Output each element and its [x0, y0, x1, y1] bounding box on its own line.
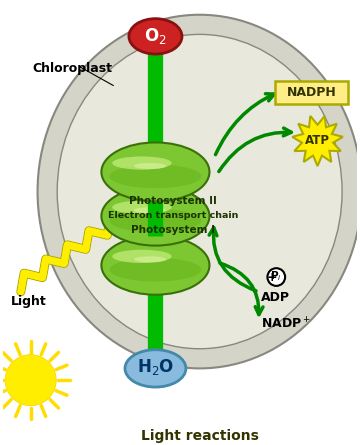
Ellipse shape — [109, 209, 201, 232]
Ellipse shape — [109, 165, 201, 188]
Text: NADPH: NADPH — [287, 86, 337, 99]
Text: ADP: ADP — [261, 291, 289, 304]
Polygon shape — [292, 116, 343, 166]
Ellipse shape — [125, 350, 186, 387]
Ellipse shape — [102, 186, 210, 246]
Text: Light: Light — [11, 295, 47, 308]
Ellipse shape — [129, 19, 182, 54]
Ellipse shape — [112, 201, 172, 214]
Text: O$_2$: O$_2$ — [144, 26, 167, 46]
Circle shape — [5, 355, 56, 406]
Ellipse shape — [134, 163, 166, 169]
Ellipse shape — [57, 34, 342, 349]
Ellipse shape — [37, 15, 360, 368]
Ellipse shape — [134, 256, 166, 262]
Ellipse shape — [112, 250, 172, 263]
Text: Chloroplast: Chloroplast — [33, 62, 113, 75]
Text: P$_i$: P$_i$ — [270, 269, 282, 283]
Ellipse shape — [102, 236, 210, 295]
Text: H$_2$O: H$_2$O — [137, 357, 174, 377]
Text: Light reactions: Light reactions — [141, 429, 258, 443]
FancyBboxPatch shape — [275, 81, 348, 104]
Ellipse shape — [109, 258, 201, 281]
Ellipse shape — [134, 207, 166, 213]
Text: Photosystem II: Photosystem II — [129, 196, 217, 206]
Text: Electron transport chain: Electron transport chain — [108, 211, 238, 220]
Ellipse shape — [102, 142, 210, 202]
Text: NADP$^+$: NADP$^+$ — [261, 316, 310, 332]
Text: Photosystem I: Photosystem I — [131, 225, 215, 235]
Text: ATP: ATP — [305, 134, 330, 147]
Ellipse shape — [112, 157, 172, 170]
Text: +: + — [266, 271, 277, 283]
Circle shape — [267, 268, 285, 286]
